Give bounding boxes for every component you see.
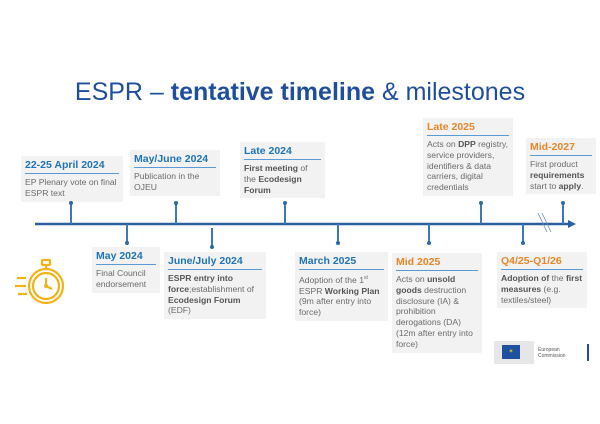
title-part: ESPR – (74, 78, 171, 106)
milestone-card: May/June 2024 Publication in the OJEU (130, 150, 220, 196)
milestone-date: June/July 2024 (168, 255, 262, 270)
text-segment: start to (530, 180, 559, 191)
milestone-dot (282, 201, 287, 205)
text-segment: Final Council endorsement (96, 268, 147, 289)
milestone-dot (426, 241, 431, 245)
text-segment: Working Plan (324, 285, 380, 296)
text-segment: First meeting (244, 163, 298, 173)
milestone-date: March 2025 (299, 255, 384, 270)
text-segment: st (363, 275, 368, 281)
text-segment: ESPR entry into force (168, 273, 233, 294)
text-segment: (9m after entry into force) (299, 296, 372, 318)
milestone-description: First meeting of the Ecodesign Forum (244, 163, 321, 195)
text-segment: First product (530, 159, 578, 169)
milestone-stem (428, 224, 430, 243)
text-segment: Ecodesign Forum (168, 294, 241, 305)
text-segment: . (581, 180, 584, 191)
milestone-card: Mid-2027 First product requirements start… (526, 138, 596, 195)
text-segment: (e.g. textiles/steel) (501, 283, 561, 305)
milestone-dot (173, 201, 178, 205)
milestone-stem (70, 203, 72, 224)
milestone-card: Late 2024 First meeting of the Ecodesign … (240, 142, 325, 199)
milestone-stem (126, 224, 128, 243)
milestone-card: 22-25 April 2024 EP Plenary vote on final… (21, 156, 123, 202)
text-segment: registry, service providers, identifiers… (427, 139, 509, 193)
title-part: & milestones (375, 78, 526, 106)
milestone-stem (562, 203, 564, 224)
milestone-dot (209, 245, 214, 249)
eu-flag-icon: ✶ (502, 345, 520, 359)
page-title: ESPR – tentative timeline & milestones (0, 78, 600, 107)
text-segment: Publication in the OJEU (134, 171, 200, 192)
milestone-description: Acts on unsold goods destruction disclos… (396, 274, 478, 350)
milestone-stem (337, 224, 339, 243)
text-segment: (EDF) (168, 305, 191, 316)
text-segment: destruction disclosure (IA) & prohibitio… (396, 284, 473, 349)
milestone-stem (211, 228, 213, 247)
text-segment: ESPR (299, 285, 325, 296)
european-commission-logo: ✶ European Commission (494, 341, 590, 364)
milestone-description: Final Council endorsement (96, 268, 156, 290)
milestone-dot (124, 241, 129, 245)
milestone-stem (175, 203, 177, 224)
text-segment: apply (558, 180, 582, 191)
milestone-dot (560, 201, 565, 205)
text-segment: first measures (501, 273, 583, 294)
text-segment: requirements (530, 169, 585, 180)
text-segment: Acts on (396, 274, 428, 284)
milestone-card: May 2024 Final Council endorsement (92, 247, 160, 293)
text-segment: the (549, 273, 566, 283)
logo-text: Commission (538, 353, 566, 359)
logo-text: European (538, 347, 560, 353)
text-segment: ;establishment of (189, 283, 254, 294)
text-segment: DPP (458, 139, 476, 149)
milestone-card: Late 2025 Acts on DPP registry, service p… (423, 118, 513, 196)
title-bold: tentative timeline (170, 78, 376, 106)
milestone-dot (335, 241, 340, 245)
milestone-date: Mid-2027 (530, 141, 592, 156)
milestone-date: May 2024 (96, 250, 156, 265)
text-segment: unsold goods (396, 274, 456, 295)
text-segment: EP Plenary vote on final ESPR text (25, 177, 117, 198)
milestone-dot (478, 201, 483, 205)
text-segment: Acts on (427, 139, 459, 149)
milestone-date: May/June 2024 (134, 153, 216, 168)
milestone-date: Late 2025 (427, 121, 509, 136)
milestone-description: Adoption of the 1st ESPR Working Plan (9… (299, 273, 384, 318)
text-segment: Adoption of the 1 (299, 274, 364, 285)
milestone-description: Acts on DPP registry, service providers,… (427, 139, 509, 193)
milestone-description: Publication in the OJEU (134, 171, 216, 193)
milestone-date: Mid 2025 (396, 256, 478, 271)
text-segment: Adoption of (501, 273, 550, 283)
stopwatch-icon (15, 258, 65, 305)
milestone-card: Q4/25-Q1/26 Adoption of the first measure… (497, 252, 587, 309)
milestone-description: First product requirements start to appl… (530, 159, 592, 191)
text-segment: of the (244, 163, 308, 184)
milestone-stem (522, 224, 524, 243)
milestone-date: Late 2024 (244, 145, 321, 160)
milestone-stem (284, 203, 286, 224)
text-segment: Ecodesign Forum (244, 173, 302, 195)
break-mark (537, 212, 548, 233)
milestone-date: Q4/25-Q1/26 (501, 255, 583, 270)
milestone-stem (480, 203, 482, 224)
milestone-dot (520, 241, 525, 245)
milestone-card: Mid 2025 Acts on unsold goods destruction… (392, 253, 482, 353)
break-mark (541, 212, 552, 233)
milestone-description: EP Plenary vote on final ESPR text (25, 177, 119, 199)
milestone-dot (68, 201, 73, 205)
milestone-description: Adoption of the first measures (e.g. tex… (501, 273, 583, 305)
milestone-date: 22-25 April 2024 (25, 159, 119, 174)
milestone-description: ESPR entry into force;establishment of E… (168, 273, 262, 316)
milestone-card: June/July 2024 ESPR entry into force;esta… (164, 252, 266, 320)
milestone-card: March 2025 Adoption of the 1st ESPR Worki… (295, 252, 388, 322)
